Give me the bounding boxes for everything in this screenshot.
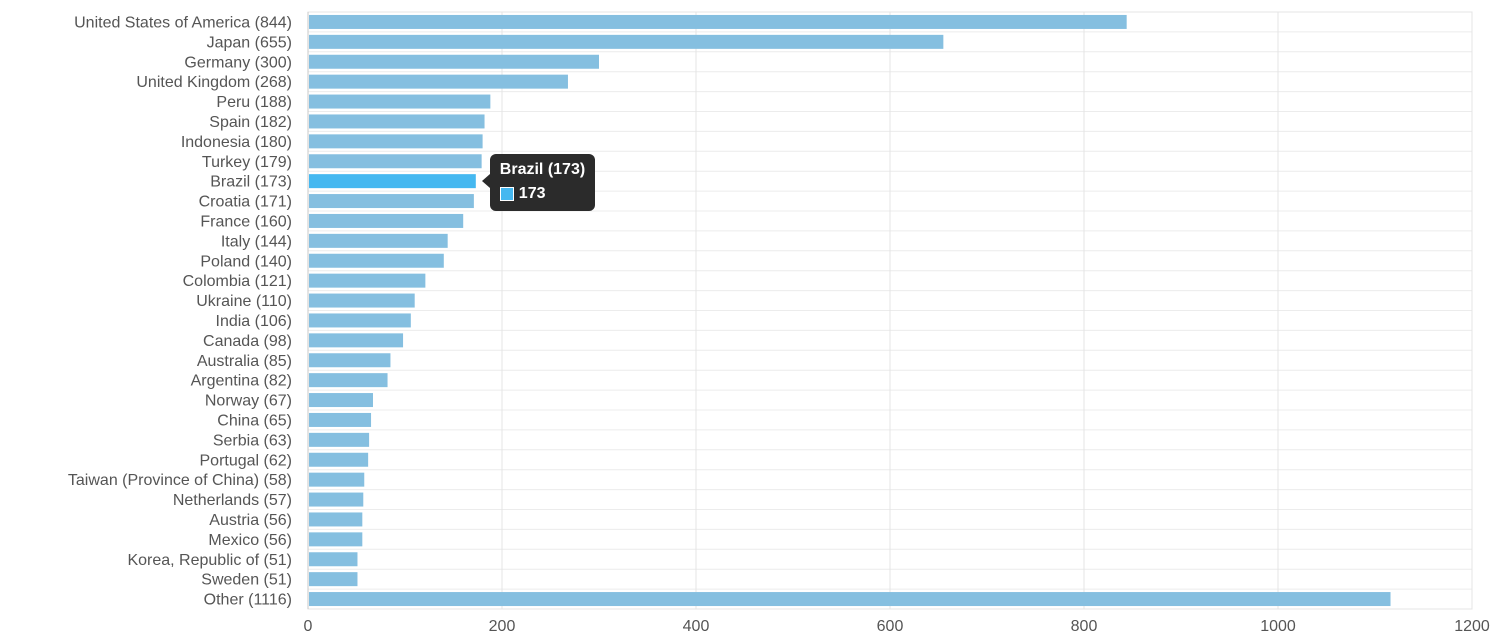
category-label: Sweden (51)	[201, 572, 292, 589]
category-label: Poland (140)	[200, 253, 292, 270]
category-label: Australia (85)	[197, 353, 292, 370]
tooltip-title: Brazil (173)	[499, 161, 586, 179]
category-label: Indonesia (180)	[181, 134, 292, 151]
category-label: Mexico (56)	[208, 532, 292, 549]
category-label: Brazil (173)	[210, 174, 292, 191]
grid-layer	[307, 11, 1473, 610]
bar[interactable]	[309, 134, 483, 149]
category-label: Netherlands (57)	[173, 492, 292, 509]
bar[interactable]	[309, 174, 476, 189]
category-label: Japan (655)	[207, 34, 292, 51]
chart-tooltip: Brazil (173) 173	[481, 154, 596, 212]
category-label: Croatia (171)	[199, 194, 292, 211]
bar[interactable]	[309, 552, 358, 567]
category-labels: United States of America (844) Japan (655…	[68, 14, 292, 608]
category-label: Colombia (121)	[183, 273, 292, 290]
category-label: United States of America (844)	[74, 14, 292, 31]
tooltip-arrow	[481, 174, 490, 189]
x-axis-ticks: 0 200 400 600 800 1000 1200	[304, 618, 1490, 635]
x-tick-label: 1200	[1454, 618, 1490, 635]
x-tick-label: 400	[683, 618, 710, 635]
category-label: Austria (56)	[209, 512, 292, 529]
category-label: Canada (98)	[203, 333, 292, 350]
bar[interactable]	[309, 472, 365, 487]
category-label: Norway (67)	[205, 393, 292, 410]
bar[interactable]	[309, 74, 568, 89]
bar[interactable]	[309, 432, 370, 447]
bar[interactable]	[309, 293, 415, 308]
bar[interactable]	[309, 154, 482, 169]
category-label: Peru (188)	[216, 94, 292, 111]
bar[interactable]	[309, 54, 599, 69]
bar[interactable]	[309, 373, 388, 388]
bar[interactable]	[309, 353, 391, 368]
category-label: India (106)	[216, 313, 293, 330]
category-label: Turkey (179)	[202, 154, 292, 171]
bar[interactable]	[309, 253, 444, 268]
tooltip-value: 173	[518, 185, 546, 203]
bar[interactable]	[309, 333, 404, 348]
bar[interactable]	[309, 512, 363, 527]
category-label: Korea, Republic of (51)	[127, 552, 292, 569]
bar[interactable]	[309, 94, 491, 109]
category-label: Portugal (62)	[200, 452, 293, 469]
category-label: Taiwan (Province of China) (58)	[68, 472, 292, 489]
bar[interactable]	[309, 592, 1391, 607]
category-label: Argentina (82)	[191, 373, 292, 390]
bar[interactable]	[309, 194, 474, 209]
category-label: Ukraine (110)	[196, 293, 292, 310]
x-tick-label: 200	[489, 618, 516, 635]
bar[interactable]	[309, 452, 369, 467]
bar[interactable]	[309, 233, 448, 248]
bar[interactable]	[309, 412, 372, 427]
category-label: Serbia (63)	[213, 432, 292, 449]
tooltip-swatch	[499, 187, 514, 202]
bar[interactable]	[309, 273, 426, 288]
bar[interactable]	[309, 492, 364, 507]
bar[interactable]	[309, 213, 464, 228]
bar[interactable]	[309, 393, 373, 408]
x-tick-label: 1000	[1260, 618, 1296, 635]
category-label: Italy (144)	[221, 233, 292, 250]
category-label: France (160)	[200, 213, 292, 230]
bars-layer	[309, 14, 1391, 607]
category-label: Other (1116)	[204, 592, 292, 609]
category-label: Germany (300)	[184, 54, 292, 71]
category-label: China (65)	[217, 412, 292, 429]
bar[interactable]	[309, 34, 944, 49]
category-label: Spain (182)	[209, 114, 292, 131]
bar[interactable]	[309, 572, 358, 587]
x-tick-label: 800	[1071, 618, 1098, 635]
bar[interactable]	[309, 532, 363, 547]
category-label: United Kingdom (268)	[136, 74, 292, 91]
bar[interactable]	[309, 14, 1127, 29]
bar[interactable]	[309, 114, 485, 129]
bar[interactable]	[309, 313, 411, 328]
tooltip-value-row: 173	[499, 184, 585, 204]
x-tick-label: 0	[304, 618, 313, 635]
x-tick-label: 600	[877, 618, 904, 635]
